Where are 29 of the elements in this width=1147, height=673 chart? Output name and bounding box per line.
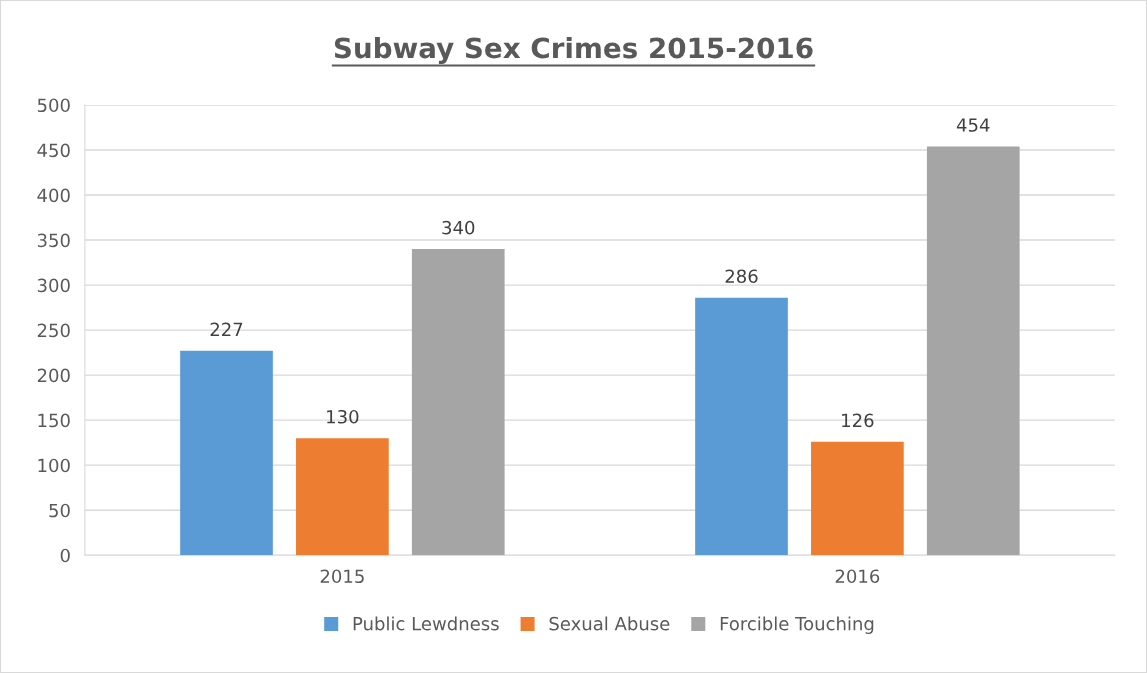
legend-label: Forcible Touching — [720, 616, 874, 634]
y-tick-label: 50 — [49, 503, 70, 518]
y-tick-label: 150 — [38, 413, 70, 428]
bar — [926, 146, 1020, 556]
data-label: 454 — [956, 118, 990, 132]
data-label: 126 — [842, 413, 874, 428]
y-tick-label: 250 — [37, 323, 70, 338]
legend-label: Sexual Abuse — [549, 616, 670, 631]
y-tick-label: 0 — [60, 548, 70, 563]
y-tick-label: 350 — [37, 233, 70, 248]
bar — [180, 350, 273, 556]
y-tick-label: 300 — [37, 278, 70, 293]
y-tick-label: 200 — [37, 368, 70, 383]
legend-label: Public Lewdness — [353, 616, 499, 631]
bar — [811, 441, 904, 556]
x-tick-label: 2015 — [320, 569, 364, 584]
data-label: 340 — [442, 220, 475, 235]
y-tick-label: 450 — [37, 143, 70, 158]
y-tick-label: 400 — [37, 188, 70, 203]
data-label: 130 — [327, 409, 359, 424]
data-label: 227 — [210, 322, 243, 336]
data-label: 286 — [725, 269, 758, 284]
y-tick-label: 100 — [38, 458, 70, 473]
bar — [296, 438, 389, 556]
x-tick-label: 2016 — [835, 569, 880, 584]
bar — [695, 297, 788, 556]
chart-title: Subway Sex Crimes 2015-2016 — [334, 36, 813, 65]
bar — [411, 249, 505, 556]
y-tick-label: 500 — [37, 98, 70, 113]
